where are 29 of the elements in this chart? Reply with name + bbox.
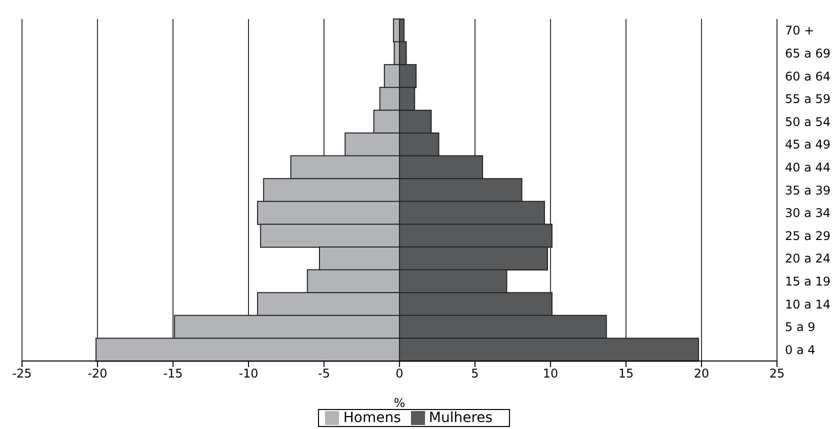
y-tick-label: 30 a 34 bbox=[785, 206, 831, 220]
y-tick-label: 0 a 4 bbox=[785, 342, 816, 357]
y-tick-label: 70 + bbox=[785, 24, 814, 38]
y-tick-label: 50 a 54 bbox=[785, 114, 831, 129]
x-tick-label: -10 bbox=[238, 366, 258, 381]
x-tick-label: 5 bbox=[471, 366, 479, 381]
x-tick-label: -5 bbox=[318, 366, 330, 381]
legend-label: Homens bbox=[343, 410, 401, 426]
y-tick-label: 60 a 64 bbox=[785, 69, 831, 84]
y-tick-label: 5 a 9 bbox=[785, 320, 816, 334]
y-tick-label: 55 a 59 bbox=[785, 92, 831, 106]
y-tick-label: 65 a 69 bbox=[785, 46, 831, 60]
y-tick-label: 40 a 44 bbox=[785, 160, 831, 174]
y-tick-label: 25 a 29 bbox=[785, 228, 831, 243]
y-tick-label: 10 a 14 bbox=[785, 297, 831, 312]
x-tick-label: -25 bbox=[12, 366, 32, 381]
x-tick-label: 0 bbox=[396, 366, 404, 381]
y-tick-label: 15 a 19 bbox=[785, 274, 831, 288]
x-axis-title: % bbox=[394, 396, 406, 410]
x-tick-label: -15 bbox=[163, 366, 183, 381]
y-tick-label: 20 a 24 bbox=[785, 252, 831, 266]
x-tick-label: 15 bbox=[618, 366, 634, 381]
x-tick-label: 10 bbox=[542, 366, 558, 381]
y-tick-label: 45 a 49 bbox=[785, 138, 831, 152]
y-tick-label: 35 a 39 bbox=[785, 183, 831, 198]
legend-label: Mulheres bbox=[428, 410, 493, 426]
x-tick-label: 20 bbox=[694, 366, 710, 381]
x-tick-label: -20 bbox=[88, 366, 108, 381]
x-tick-label: 25 bbox=[769, 366, 785, 381]
